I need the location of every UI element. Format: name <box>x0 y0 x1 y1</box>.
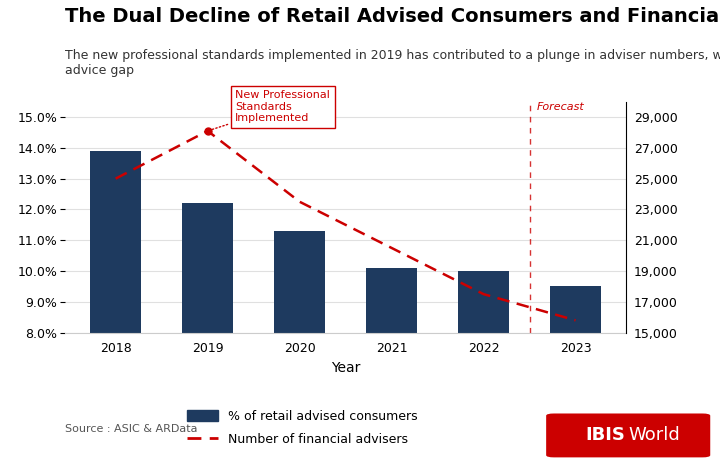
Bar <box>550 286 601 462</box>
Legend: % of retail advised consumers, Number of financial advisers: % of retail advised consumers, Number of… <box>182 405 423 451</box>
Bar <box>274 231 325 462</box>
Text: Forecast: Forecast <box>537 102 585 112</box>
FancyBboxPatch shape <box>546 413 710 457</box>
Bar <box>90 151 141 462</box>
Bar <box>366 268 417 462</box>
Text: Source : ASIC & ARData: Source : ASIC & ARData <box>65 424 197 434</box>
X-axis label: Year: Year <box>331 361 360 375</box>
Text: IBIS: IBIS <box>585 426 625 444</box>
Text: The new professional standards implemented in 2019 has contributed to a plunge i: The new professional standards implement… <box>65 49 720 77</box>
Text: World: World <box>628 426 680 444</box>
Bar <box>459 271 509 462</box>
Bar <box>182 203 233 462</box>
Text: New Professional
Standards
Implemented: New Professional Standards Implemented <box>210 90 330 130</box>
Text: The Dual Decline of Retail Advised Consumers and Financial Advisers: The Dual Decline of Retail Advised Consu… <box>65 7 720 26</box>
